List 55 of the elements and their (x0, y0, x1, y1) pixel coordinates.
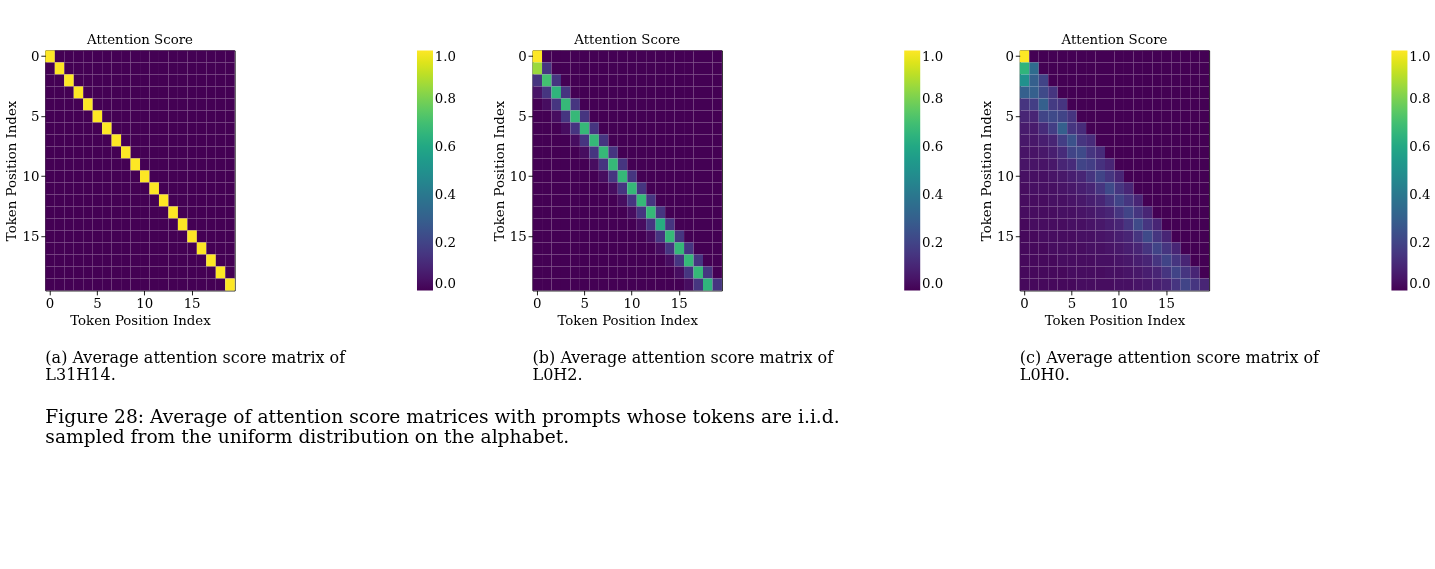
chart-title: Attention Score (573, 31, 681, 47)
y-tick-label: 5 (1005, 108, 1015, 124)
y-tick-label: 10 (509, 168, 527, 184)
color-bar-label: 0.0 (1409, 275, 1431, 291)
color-bar-label: 0.6 (434, 138, 456, 154)
y-tick-label: 0 (31, 48, 40, 64)
y-tick-label: 15 (997, 228, 1015, 244)
color-bar-label: 0.0 (921, 275, 944, 291)
y-tick-label: 10 (22, 168, 40, 184)
color-bar-label: 0.2 (1409, 234, 1431, 250)
color-bar-label: 1.0 (921, 49, 944, 65)
color-bar-label: 0.6 (1409, 138, 1431, 154)
x-tick-label: 15 (1158, 295, 1176, 311)
color-bar-label: 1.0 (1409, 49, 1431, 65)
x-tick-label: 10 (136, 295, 154, 311)
x-tick-label: 10 (1110, 295, 1128, 311)
x-tick-label: 0 (1020, 295, 1029, 311)
color-bar-label: 0.8 (921, 90, 944, 106)
y-axis-title: Token Position Index (4, 100, 20, 242)
x-tick-label: 15 (183, 295, 201, 311)
x-tick-label: 5 (1067, 295, 1077, 311)
x-tick-label: 5 (580, 295, 589, 311)
y-axis-title: Token Position Index (491, 100, 507, 242)
color-bar-label: 0.4 (434, 186, 456, 202)
color-bar-label: 0.2 (434, 234, 456, 250)
color-bar-label: 0.2 (921, 234, 944, 250)
color-bar-label: 0.0 (434, 275, 456, 291)
x-axis-title: Token Position Index (557, 312, 699, 328)
x-tick-label: 5 (93, 295, 102, 311)
text: (c) Average attention score matrix of L0H0. (1019, 347, 1321, 385)
y-tick-label: 0 (518, 48, 527, 64)
color-bar-label: 0.4 (1409, 186, 1431, 202)
chart-title: Attention Score (86, 31, 194, 47)
x-tick-label: 0 (533, 295, 542, 311)
x-axis-title: Token Position Index (1044, 312, 1186, 328)
y-axis-title: Token Position Index (978, 100, 994, 242)
text: (b) Average attention score matrix of L0H2. (532, 347, 835, 385)
x-tick-label: 15 (670, 295, 688, 311)
y-tick-label: 5 (31, 108, 40, 124)
y-tick-label: 15 (509, 228, 527, 244)
y-tick-label: 10 (997, 168, 1015, 184)
y-tick-label: 0 (1005, 48, 1015, 64)
color-bar-label: 0.4 (921, 186, 944, 202)
text: (a) Average attention score matrix of L31H14. (45, 347, 347, 385)
y-tick-label: 5 (518, 108, 527, 124)
x-tick-label: 0 (45, 295, 55, 311)
x-tick-label: 10 (623, 295, 641, 311)
color-bar-label: 0.8 (434, 90, 456, 106)
chart-title: Attention Score (1060, 31, 1168, 47)
color-bar-label: 1.0 (434, 49, 456, 65)
y-tick-label: 15 (22, 228, 40, 244)
color-bar-label: 0.8 (1409, 90, 1431, 106)
x-axis-title: Token Position Index (70, 312, 212, 328)
caption: Figure 28: Average of attention score matrices with prompts whose tokens are i.i.d. sampled from the uniform distribution on the alphabet. (45, 405, 840, 448)
color-bar-label: 0.6 (921, 138, 944, 154)
